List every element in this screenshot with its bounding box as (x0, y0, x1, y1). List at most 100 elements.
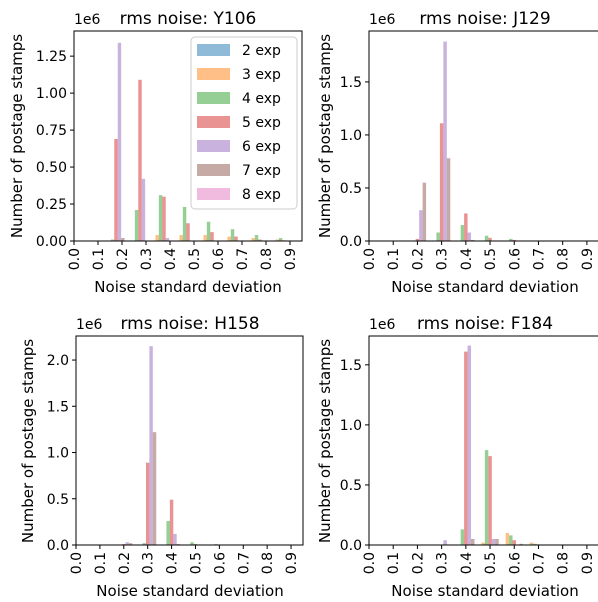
legend-label-2-exp: 2 exp (242, 43, 281, 59)
bar-4-exp (142, 543, 146, 545)
x-tick-label: 0.7 (235, 248, 251, 270)
bar-7-exp (446, 158, 451, 241)
bar-6-exp (141, 178, 146, 241)
x-tick-label: 0.3 (435, 248, 451, 270)
bar-7-exp (519, 543, 523, 545)
bars (122, 346, 218, 545)
plot-frame (73, 30, 303, 242)
bar-4-exp (509, 535, 513, 545)
y-tick-label: 1.0 (340, 128, 362, 144)
x-tick-label: 0.4 (163, 248, 179, 270)
y-tick-label: 0.5 (47, 492, 69, 508)
legend-label-3-exp: 3 exp (242, 67, 281, 83)
scale-label: 1e6 (369, 317, 396, 333)
x-axis-label: Noise standard deviation (96, 582, 283, 598)
y-tick-label: 0.5 (340, 478, 362, 494)
bar-4-exp (110, 239, 115, 241)
x-tick-label: 0.1 (93, 552, 109, 574)
bar-3-exp (155, 235, 159, 241)
plot-frame (368, 335, 598, 546)
bar-5-exp (464, 351, 468, 545)
y-tick-label: 0.5 (340, 181, 362, 197)
bar-4-exp (134, 209, 139, 241)
y-axis-label: Number of postage stamps (19, 339, 37, 543)
bar-6-exp (467, 345, 472, 545)
bar-3-exp (529, 542, 534, 545)
x-tick-label: 0.3 (141, 552, 157, 574)
y-tick-label: 2.0 (47, 353, 69, 369)
panel-j129: rms noise: J129 1e6 Number of postage st… (316, 9, 598, 296)
bar-5-exp (186, 223, 190, 241)
y-tick-label: 0.0 (340, 234, 362, 250)
bar-7-exp (121, 238, 125, 241)
legend-swatch-6-exp (197, 140, 230, 152)
bar-5-exp (512, 239, 516, 241)
bar-4-exp (254, 235, 259, 241)
bar-4-exp (484, 450, 489, 545)
y-tick-label: 1.0 (340, 418, 362, 434)
x-tick-label: 0.5 (189, 552, 205, 574)
bar-4-exp (158, 195, 163, 241)
bar-6-exp (149, 346, 153, 545)
y-tick-label: 0.25 (36, 197, 67, 213)
x-tick-label: 0.0 (362, 248, 378, 270)
x-tick-label: 0.2 (410, 248, 426, 270)
x-tick-label: 0.0 (362, 552, 378, 574)
x-tick-label: 0.2 (115, 248, 131, 270)
bar-5-exp (234, 236, 238, 241)
bar-7-exp (471, 239, 475, 241)
x-tick-label: 0.7 (532, 248, 548, 270)
y-tick-label: 0.0 (47, 538, 69, 554)
bar-4-exp (206, 221, 211, 241)
legend-swatch-7-exp (197, 164, 230, 176)
y-tick-label: 1.5 (340, 75, 362, 91)
x-tick-label: 0.6 (212, 552, 228, 574)
bar-6-exp (443, 540, 447, 545)
panel-f184: rms noise: F184 1e6 Number of postage st… (316, 314, 598, 600)
legend-label-6-exp: 6 exp (242, 139, 281, 155)
bars (443, 345, 541, 545)
bar-4-exp (509, 238, 513, 241)
bar-5-exp (162, 196, 166, 241)
x-tick-label: 0.4 (165, 552, 181, 574)
bar-6-exp (173, 533, 177, 545)
bar-4-exp (230, 229, 235, 241)
legend-label-7-exp: 7 exp (242, 163, 281, 179)
bar-6-exp (491, 538, 496, 545)
bar-5-exp (145, 462, 150, 545)
x-tick-label: 0.6 (507, 248, 523, 270)
bar-4-exp (166, 520, 170, 545)
panel-y106: rms noise: Y106 1e6 Number of postage st… (8, 9, 303, 296)
panel-h158: rms noise: H158 1e6 Number of postage st… (19, 314, 304, 600)
x-tick-label: 0.4 (459, 552, 475, 574)
bar-5-exp (210, 232, 214, 241)
y-tick-label: 1.25 (36, 49, 67, 65)
x-axis-label: Noise standard deviation (391, 582, 578, 598)
y-tick-label: 0.0 (340, 538, 362, 554)
bars (110, 42, 286, 241)
bar-3-exp (505, 532, 510, 545)
bar-3-exp (203, 235, 207, 241)
bar-6-exp (467, 232, 472, 241)
x-axis-label: Noise standard deviation (391, 278, 578, 296)
bar-4-exp (460, 529, 465, 545)
legend-swatch-3-exp (197, 68, 230, 80)
x-tick-label: 0.7 (532, 552, 548, 574)
y-axis-label: Number of postage stamps (316, 34, 334, 238)
bar-3-exp (227, 236, 231, 241)
scale-label: 1e6 (76, 317, 103, 333)
bar-6-exp (117, 42, 122, 241)
bar-7-exp (495, 538, 499, 545)
x-tick-label: 0.4 (459, 248, 475, 270)
bar-5-exp (439, 123, 444, 241)
x-tick-label: 0.6 (211, 248, 227, 270)
scale-label: 1e6 (369, 12, 396, 28)
bar-5-exp (138, 79, 142, 241)
plot-frame (368, 30, 598, 242)
x-tick-label: 0.5 (483, 248, 499, 270)
bar-4-exp (533, 543, 537, 545)
bar-3-exp (179, 235, 183, 241)
x-tick-label: 0.3 (139, 248, 155, 270)
x-tick-label: 0.8 (556, 248, 572, 270)
bar-4-exp (278, 238, 283, 241)
